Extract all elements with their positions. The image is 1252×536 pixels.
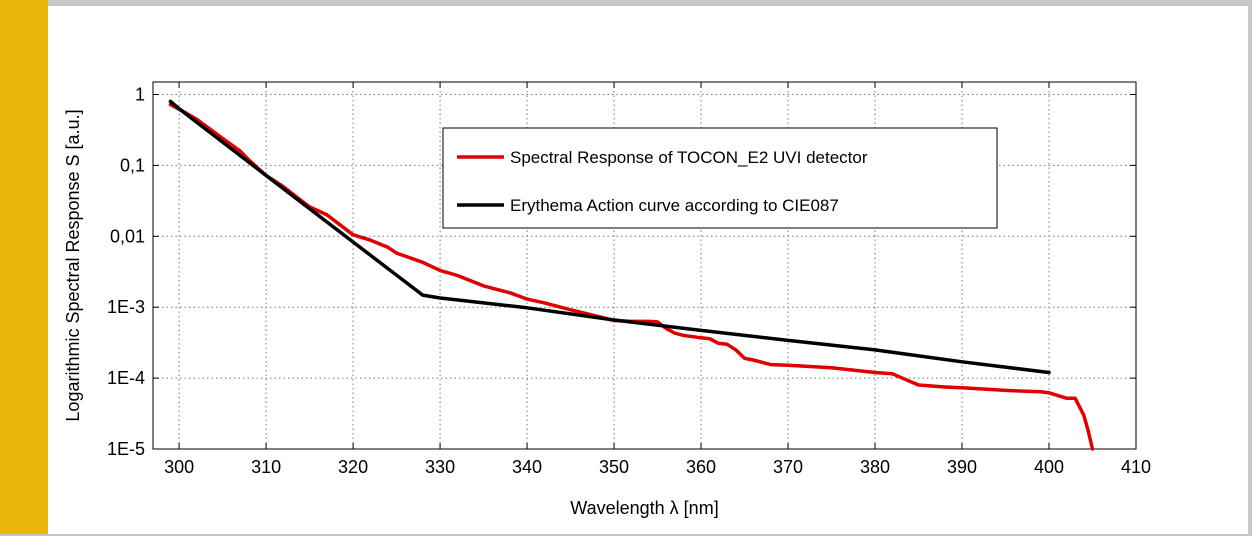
legend-label-erythema-action: Erythema Action curve according to CIE08…: [510, 196, 839, 215]
y-tick-label: 1E-3: [107, 297, 145, 317]
legend: Spectral Response of TOCON_E2 UVI detect…: [442, 127, 998, 229]
x-axis-title: Wavelength λ [nm]: [570, 498, 718, 518]
legend-box: [442, 127, 998, 229]
y-tick-label: 0,01: [110, 226, 145, 246]
top-border: [0, 0, 1252, 6]
x-tick-label: 390: [947, 457, 977, 477]
y-axis-ticks: 1 0,1 0,01 1E-3 1E-4 1E-5: [107, 84, 1136, 459]
x-axis-ticks: 300 310 320 330 340 350 360 370 380 390 400 410: [164, 82, 1151, 477]
x-tick-label: 330: [425, 457, 455, 477]
series-line-erythema-action: [168, 99, 1051, 375]
x-tick-label: 380: [860, 457, 890, 477]
y-tick-label: 0,1: [120, 155, 145, 175]
series-layer: [168, 99, 1095, 451]
x-tick-label: 360: [686, 457, 716, 477]
y-axis-title: Logarithmic Spectral Response S [a.u.]: [63, 109, 83, 421]
plot-area-frame: [152, 81, 1137, 450]
left-accent-bar: [0, 0, 48, 536]
x-tick-label: 340: [512, 457, 542, 477]
right-border: [1248, 0, 1252, 536]
x-tick-label: 300: [164, 457, 194, 477]
y-tick-label: 1E-4: [107, 368, 145, 388]
x-tick-label: 370: [773, 457, 803, 477]
x-tick-label: 310: [251, 457, 281, 477]
x-tick-label: 350: [599, 457, 629, 477]
series-line-spectral-response: [168, 102, 1095, 451]
x-tick-label: 320: [338, 457, 368, 477]
bottom-border: [0, 534, 1252, 536]
y-tick-label: 1E-5: [107, 439, 145, 459]
y-tick-label: 1: [135, 84, 145, 104]
legend-label-spectral-response: Spectral Response of TOCON_E2 UVI detect…: [510, 148, 868, 167]
x-tick-label: 400: [1034, 457, 1064, 477]
x-tick-label: 410: [1121, 457, 1151, 477]
